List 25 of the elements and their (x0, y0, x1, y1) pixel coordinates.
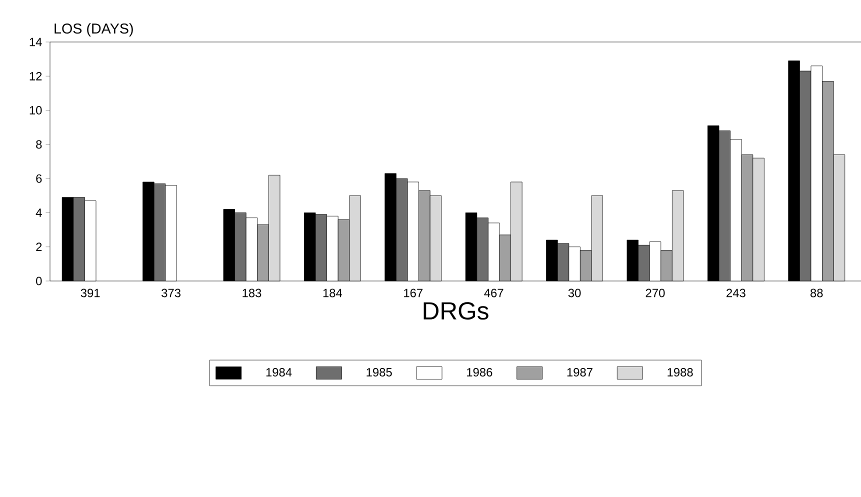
y-tick-label: 14 (30, 38, 42, 46)
y-tick-label: 4 (36, 208, 42, 217)
x-tick-label: 167 (404, 288, 423, 298)
legend-label: 1987 (567, 368, 592, 376)
x-tick-label: 243 (726, 288, 746, 298)
x-axis-title: DRGs (424, 302, 488, 320)
y-tick-label: 12 (30, 72, 42, 80)
x-tick-label: 467 (484, 288, 504, 298)
y-tick-label: 6 (36, 174, 42, 183)
legend-label: 1985 (366, 368, 392, 376)
legend-label: 1984 (266, 368, 292, 376)
x-tick-label: 30 (568, 288, 581, 298)
x-tick-label: 391 (80, 288, 100, 298)
x-tick-label: 373 (162, 288, 180, 298)
y-tick-label: 2 (36, 242, 42, 252)
legend-label: 1988 (668, 368, 693, 376)
x-tick-label: 184 (323, 288, 342, 298)
y-tick-label: 10 (30, 106, 42, 115)
x-tick-label: 270 (646, 288, 665, 298)
y-tick-label: 0 (36, 276, 42, 286)
x-tick-label: 88 (810, 288, 823, 298)
legend-label: 1986 (467, 368, 492, 376)
y-axis-title: LOS (DAYS) (54, 23, 133, 36)
x-tick-label: 183 (242, 288, 262, 298)
y-tick-label: 8 (36, 140, 42, 149)
